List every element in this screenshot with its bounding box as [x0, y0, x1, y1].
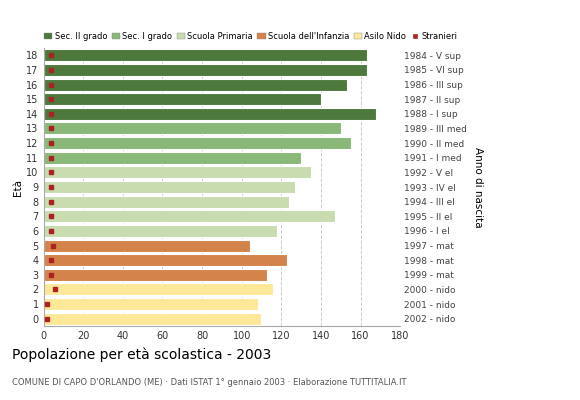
- Text: COMUNE DI CAPO D'ORLANDO (ME) · Dati ISTAT 1° gennaio 2003 · Elaborazione TUTTIT: COMUNE DI CAPO D'ORLANDO (ME) · Dati IST…: [12, 378, 406, 387]
- Bar: [44, 210, 335, 222]
- Bar: [44, 122, 341, 134]
- Legend: Sec. II grado, Sec. I grado, Scuola Primaria, Scuola dell'Infanzia, Asilo Nido, : Sec. II grado, Sec. I grado, Scuola Prim…: [44, 32, 457, 41]
- Bar: [44, 152, 301, 164]
- Bar: [44, 181, 295, 193]
- Text: Popolazione per età scolastica - 2003: Popolazione per età scolastica - 2003: [12, 348, 271, 362]
- Bar: [44, 78, 347, 90]
- Bar: [44, 64, 367, 76]
- Bar: [44, 284, 273, 296]
- Bar: [44, 225, 277, 237]
- Bar: [44, 93, 321, 105]
- Bar: [44, 298, 258, 310]
- Bar: [44, 269, 267, 281]
- Bar: [44, 108, 376, 120]
- Bar: [44, 240, 249, 252]
- Y-axis label: Età: Età: [13, 178, 23, 196]
- Bar: [44, 313, 262, 325]
- Bar: [44, 137, 351, 149]
- Bar: [44, 196, 289, 208]
- Bar: [44, 49, 367, 61]
- Y-axis label: Anno di nascita: Anno di nascita: [473, 147, 483, 227]
- Bar: [44, 166, 311, 178]
- Bar: [44, 254, 287, 266]
